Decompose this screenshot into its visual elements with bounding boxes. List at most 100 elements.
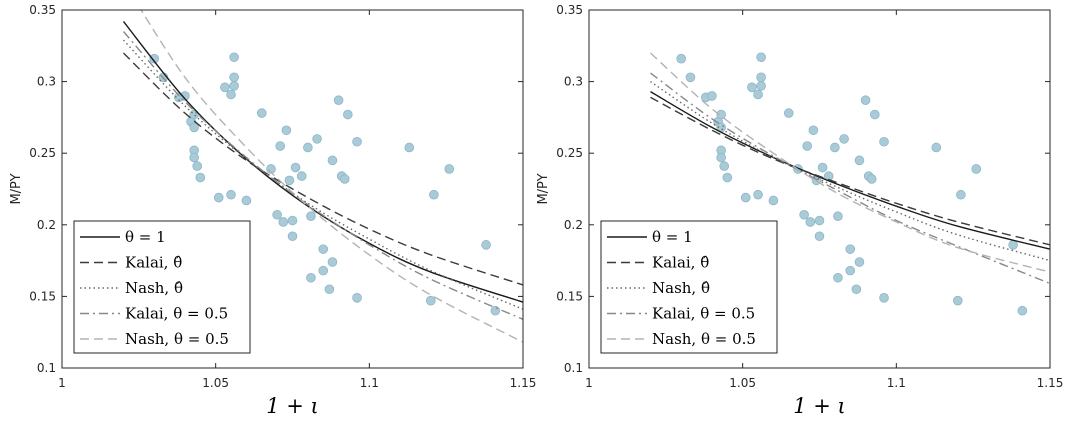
data-point [740, 192, 751, 203]
data-point [722, 172, 733, 183]
y-axis-label: M/PY [9, 173, 24, 204]
legend-label-3: Kalai, θ = 0.5 [652, 305, 755, 323]
data-point [851, 284, 862, 295]
data-point [490, 305, 501, 316]
data-point [753, 89, 763, 100]
data-point [278, 217, 289, 227]
series-line-2 [122, 39, 523, 310]
axes-frame [61, 9, 524, 369]
data-point [866, 174, 877, 184]
series-line-3 [650, 72, 1050, 285]
data-point [195, 172, 206, 183]
legend-label-4: Nash, θ = 0.5 [652, 330, 756, 348]
data-point [756, 52, 766, 63]
chart-right: 1 1.05 1.1 1.15 0.1 0.15 0.2 0.25 0.3 0.35 M/PY 1 +… [536, 3, 1063, 418]
legend-label-0: θ = 1 [125, 228, 166, 246]
data-point [845, 244, 856, 254]
data-point [256, 108, 267, 118]
data-point [404, 142, 415, 153]
data-point [272, 209, 282, 220]
series-line-4 [649, 52, 1050, 273]
data-point [226, 89, 236, 100]
data-point [296, 171, 307, 181]
data-point [306, 272, 316, 283]
data-point [756, 81, 766, 91]
data-point [879, 136, 889, 147]
data-point [213, 192, 224, 203]
data-point [327, 257, 338, 267]
data-point [324, 284, 335, 295]
y-tick-label: 0.2 [564, 218, 583, 232]
data-point [707, 91, 717, 101]
data-point [768, 195, 779, 206]
data-point [833, 211, 843, 222]
data-point [808, 125, 819, 136]
data-point [303, 142, 313, 153]
y-axis-label: M/PY [536, 173, 551, 204]
data-point [830, 142, 840, 153]
legend-label-2: Nash, θ̂ [125, 279, 183, 297]
x-axis-label: 1 + ι [793, 394, 846, 418]
data-point [783, 108, 794, 118]
legend-box [73, 220, 251, 354]
data-point [956, 189, 966, 200]
y-tick-label: 0.35 [29, 3, 56, 17]
series-line-1 [650, 96, 1050, 246]
legend-label-1: Kalai, θ̂ [652, 254, 709, 272]
data-point [312, 134, 322, 144]
legend-label-3: Kalai, θ = 0.5 [125, 305, 228, 323]
data-point [220, 82, 230, 93]
x-tick-label: 1.05 [729, 376, 756, 390]
data-point [339, 174, 350, 184]
legend-label-0: θ = 1 [652, 228, 693, 246]
data-point [839, 134, 849, 144]
data-point [952, 295, 963, 306]
data-point [845, 265, 856, 276]
data-point [971, 164, 982, 174]
data-point [747, 82, 757, 93]
data-point [290, 162, 301, 173]
series-line-4 [140, 10, 523, 343]
data-point [860, 95, 871, 106]
data-point [814, 231, 825, 242]
data-point [676, 53, 686, 64]
data-point [870, 109, 880, 120]
legend-label-1: Kalai, θ̂ [125, 254, 182, 272]
data-point [229, 81, 239, 91]
y-tick-label: 0.1 [564, 361, 583, 375]
y-tick-label: 0.15 [29, 289, 56, 303]
data-point [429, 189, 439, 200]
data-point [287, 215, 298, 226]
data-point [931, 142, 942, 153]
data-point [333, 95, 344, 106]
data-point [284, 175, 295, 186]
data-point [327, 155, 338, 166]
data-point [352, 136, 362, 147]
legend: θ = 1 Kalai, θ̂ Nash, θ̂ Kalai, θ = 0.5 Nash… [600, 220, 778, 354]
data-point [352, 293, 362, 303]
x-tick-label: 1.15 [510, 376, 537, 390]
y-tick-label: 0.25 [29, 146, 56, 160]
data-point [192, 161, 203, 171]
data-point [425, 295, 436, 306]
data-point [685, 72, 696, 83]
scatter-group [149, 52, 501, 316]
series-line-0 [122, 21, 523, 303]
data-point [1008, 240, 1018, 250]
data-point [318, 244, 329, 254]
series-group [649, 52, 1050, 285]
chart-left: 1 1.05 1.1 1.15 0.1 0.15 0.2 0.25 0.3 0.35 M/PY 1 +… [9, 3, 537, 418]
series-line-2 [650, 81, 1050, 262]
data-point [266, 164, 276, 174]
data-point [716, 109, 726, 120]
data-point [306, 211, 316, 222]
data-point [814, 215, 825, 226]
data-point [753, 189, 763, 200]
legend-box [600, 220, 778, 354]
y-tick-label: 0.35 [556, 3, 583, 17]
data-point [229, 52, 239, 63]
data-point [799, 209, 809, 220]
series-line-3 [122, 31, 523, 320]
data-point [229, 72, 239, 83]
